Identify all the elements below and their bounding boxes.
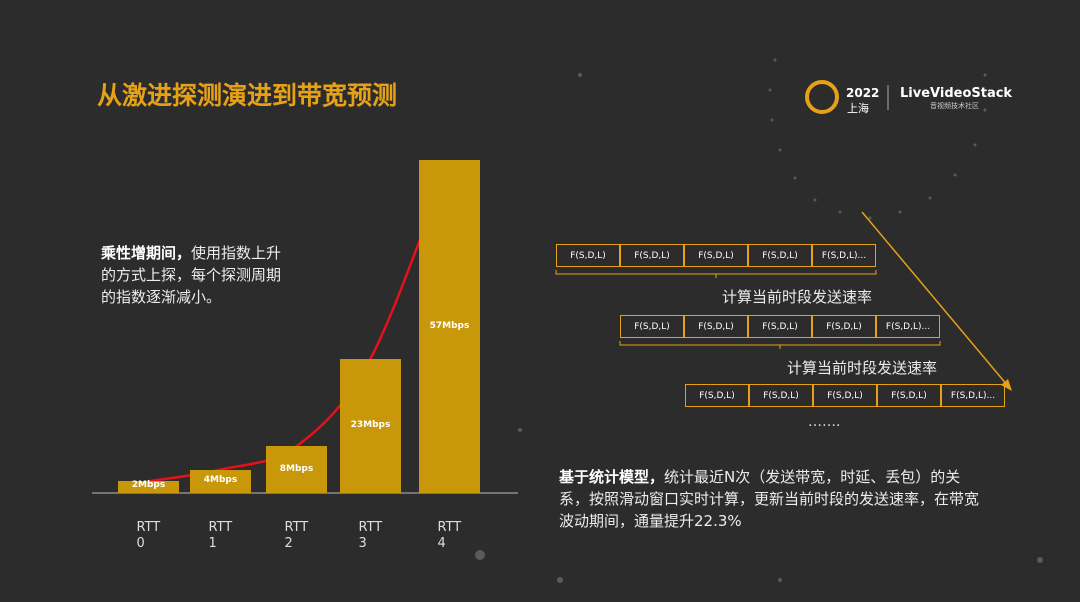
value-label: 23Mbps bbox=[350, 419, 391, 430]
formula-box: F(S,D,L) bbox=[748, 315, 812, 338]
bar bbox=[340, 358, 401, 493]
formula-box: F(S,D,L) bbox=[556, 244, 620, 267]
logo-year: 2022 bbox=[846, 86, 880, 100]
title: 从激进探测演进到带宽预测 bbox=[97, 81, 398, 110]
trend-line bbox=[148, 159, 451, 483]
formula-box: F(S,D,L) bbox=[685, 384, 749, 407]
value-label: 57Mbps bbox=[429, 320, 470, 331]
left-note-text: 使用指数上升的方式上探，每个探测周期的指数逐渐减小。 bbox=[101, 244, 282, 306]
formula-box: F(S,D,L) bbox=[812, 315, 876, 338]
formula-box: F(S,D,L) bbox=[749, 384, 813, 407]
formula-box: F(S,D,L)... bbox=[876, 315, 940, 338]
left-note-bold: 乘性增期间， bbox=[101, 244, 192, 262]
braces bbox=[555, 270, 941, 349]
formula-box: F(S,D,L) bbox=[620, 315, 684, 338]
formula-box: F(S,D,L) bbox=[684, 315, 748, 338]
logo-mark bbox=[805, 80, 839, 114]
x-tick-label: RTT 2 bbox=[284, 520, 309, 551]
arrow bbox=[861, 211, 1009, 387]
x-tick-label: RTT 3 bbox=[358, 520, 383, 551]
logo-brand: LiveVideoStack bbox=[900, 86, 1013, 101]
ellipsis: ……. bbox=[808, 414, 841, 430]
formula-box: F(S,D,L) bbox=[877, 384, 941, 407]
value-label: 4Mbps bbox=[203, 475, 238, 486]
brace-label: 计算当前时段发送速率 bbox=[722, 288, 873, 306]
logo-subtitle: 音视频技术社区 bbox=[930, 102, 979, 110]
arrow-head bbox=[1001, 379, 1012, 391]
bar bbox=[419, 160, 480, 493]
formula-box: F(S,D,L) bbox=[684, 244, 748, 267]
x-tick-label: RTT 1 bbox=[208, 520, 233, 551]
left-note: 乘性增期间，使用指数上升的方式上探，每个探测周期的指数逐渐减小。 bbox=[101, 242, 286, 308]
value-label: 8Mbps bbox=[279, 463, 314, 474]
brace-label: 计算当前时段发送速率 bbox=[787, 359, 938, 377]
x-tick-label: RTT 4 bbox=[437, 520, 462, 551]
formula-box: F(S,D,L) bbox=[813, 384, 877, 407]
right-note: 基于统计模型，统计最近N次（发送带宽，时延、丢包）的关系，按照滑动窗口实时计算，… bbox=[559, 466, 979, 532]
formula-box: F(S,D,L) bbox=[620, 244, 684, 267]
right-note-text: 统计最近N次（发送带宽，时延、丢包）的关系，按照滑动窗口实时计算，更新当前时段的… bbox=[559, 468, 980, 530]
bar bbox=[190, 469, 251, 493]
right-note-bold: 基于统计模型， bbox=[559, 468, 665, 486]
formula-box: F(S,D,L) bbox=[748, 244, 812, 267]
bar bbox=[118, 481, 179, 493]
logo-city: 上海 bbox=[847, 102, 869, 115]
formula-box: F(S,D,L)... bbox=[941, 384, 1005, 407]
x-tick-label: RTT 0 bbox=[136, 520, 161, 551]
formula-box: F(S,D,L)... bbox=[812, 244, 876, 267]
bar bbox=[266, 446, 327, 493]
value-label: 2Mbps bbox=[131, 480, 166, 490]
